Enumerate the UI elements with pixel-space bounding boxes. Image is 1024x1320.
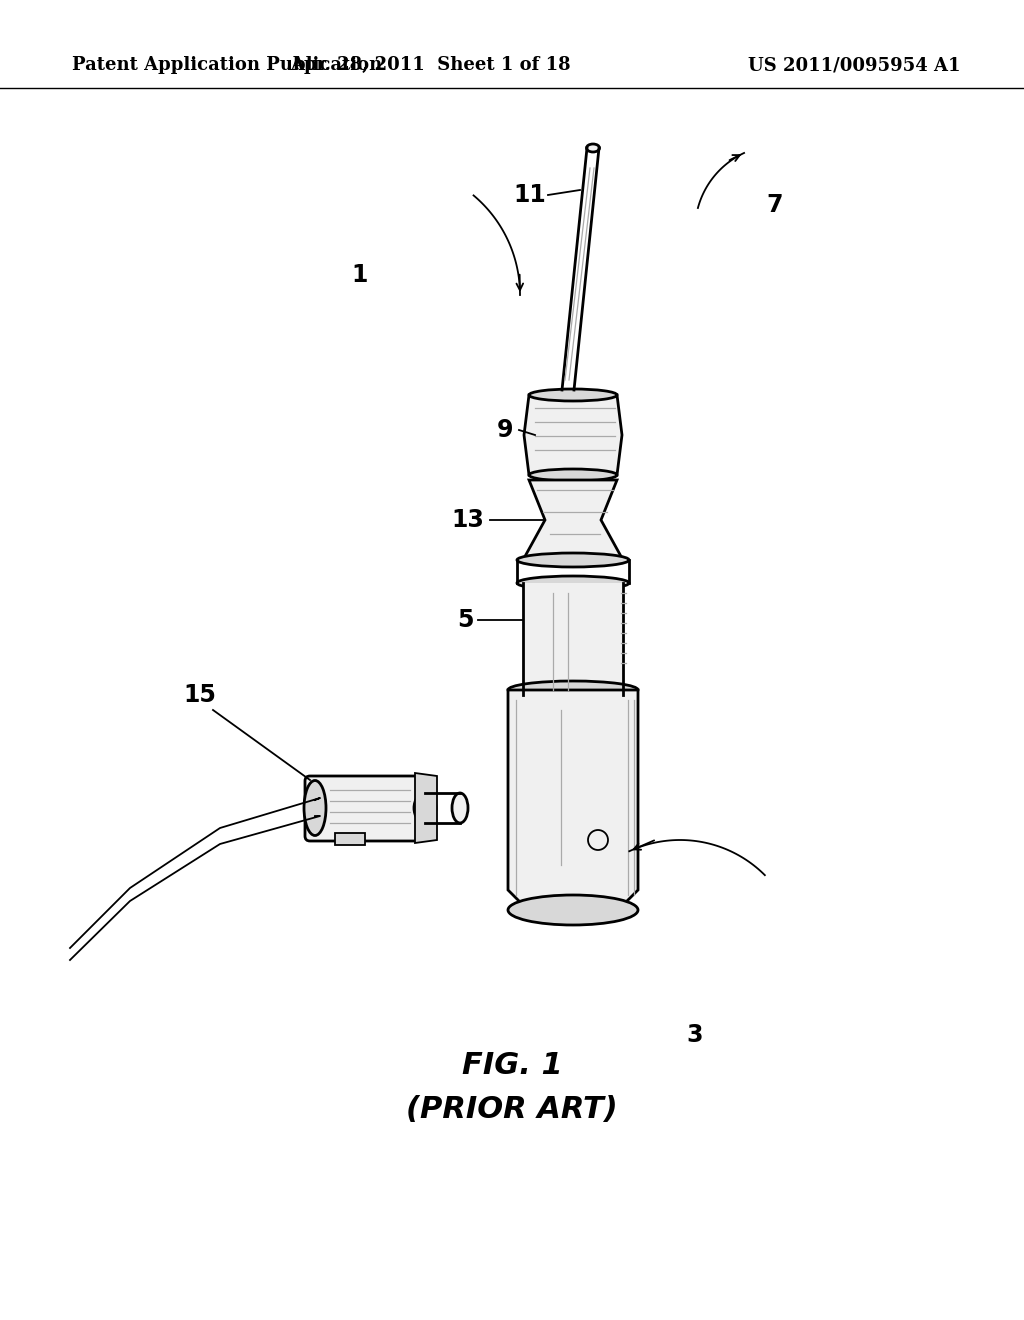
- Ellipse shape: [508, 681, 638, 700]
- Ellipse shape: [517, 576, 629, 590]
- Polygon shape: [523, 583, 623, 696]
- Polygon shape: [523, 480, 623, 560]
- Text: 15: 15: [183, 682, 216, 708]
- Polygon shape: [415, 774, 437, 843]
- Text: 9: 9: [497, 418, 513, 442]
- Text: 7: 7: [767, 193, 783, 216]
- Text: US 2011/0095954 A1: US 2011/0095954 A1: [748, 55, 961, 74]
- Ellipse shape: [587, 144, 599, 152]
- Text: FIG. 1: FIG. 1: [462, 1051, 562, 1080]
- Bar: [335, 833, 365, 845]
- Ellipse shape: [304, 780, 326, 836]
- Ellipse shape: [452, 793, 468, 822]
- Ellipse shape: [529, 469, 617, 480]
- Text: Patent Application Publication: Patent Application Publication: [72, 55, 382, 74]
- Polygon shape: [508, 690, 638, 915]
- Ellipse shape: [508, 895, 638, 925]
- Text: 5: 5: [457, 609, 473, 632]
- Text: 1: 1: [352, 263, 369, 286]
- Ellipse shape: [523, 688, 623, 702]
- Text: 3: 3: [687, 1023, 703, 1047]
- Ellipse shape: [529, 389, 617, 401]
- FancyBboxPatch shape: [305, 776, 425, 841]
- Text: Apr. 28, 2011  Sheet 1 of 18: Apr. 28, 2011 Sheet 1 of 18: [290, 55, 570, 74]
- Ellipse shape: [517, 553, 629, 568]
- Ellipse shape: [414, 793, 436, 822]
- Text: 11: 11: [514, 183, 547, 207]
- Polygon shape: [524, 395, 622, 475]
- Text: 13: 13: [452, 508, 484, 532]
- Text: (PRIOR ART): (PRIOR ART): [407, 1096, 617, 1125]
